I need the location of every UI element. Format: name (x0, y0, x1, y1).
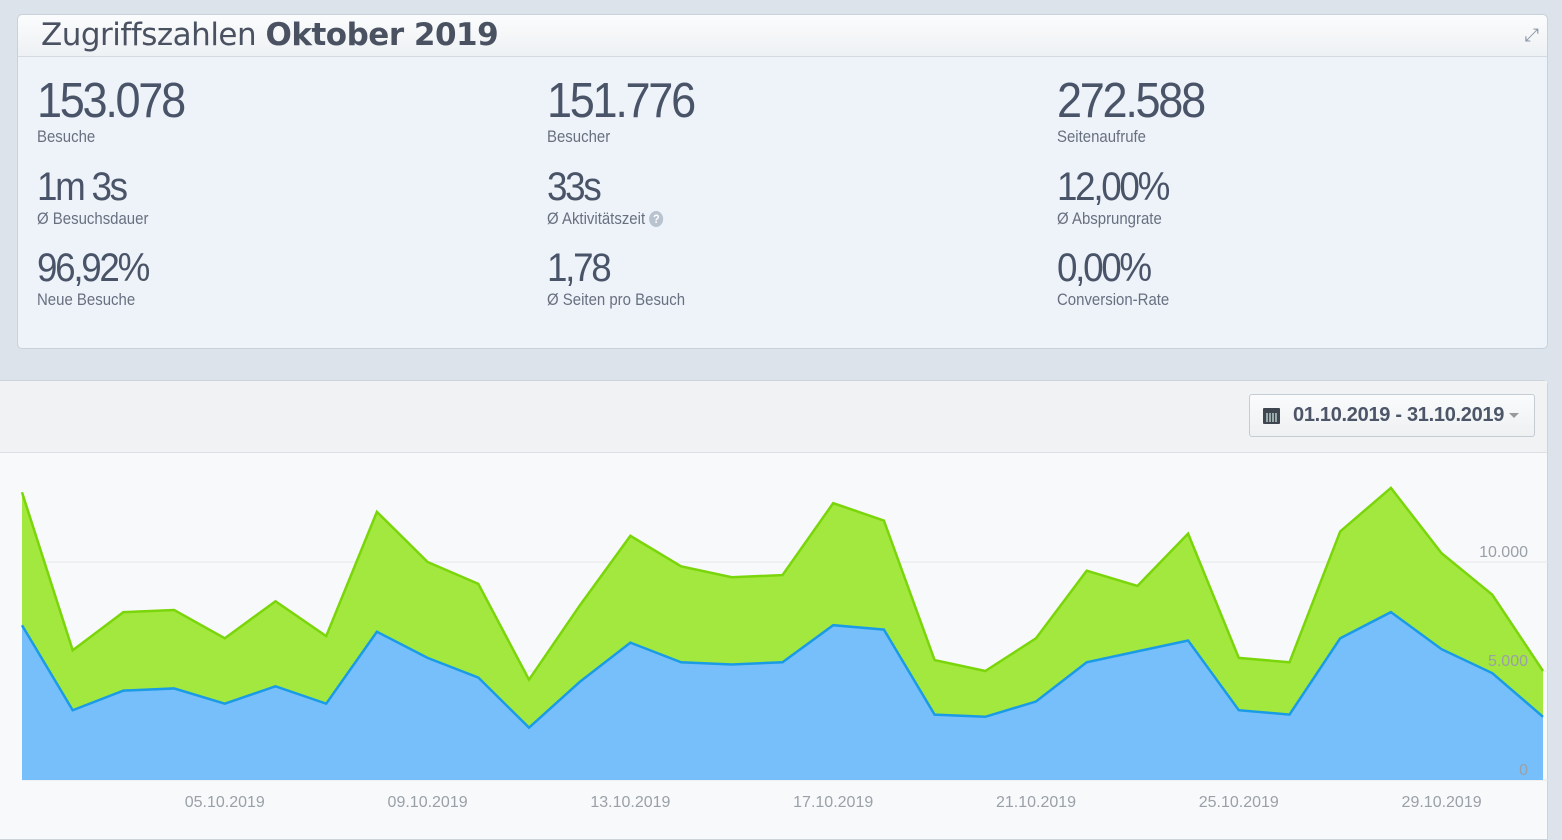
stat-activity-time: 33s Ø Aktivitätszeit ? (547, 165, 679, 229)
expand-icon[interactable]: ⤢ (1524, 25, 1539, 45)
line-seitenaufrufe (20, 486, 1545, 683)
stat-value: 153.078 (37, 74, 186, 128)
stat-bounce-rate: 12,00% Ø Absprungrate (1057, 165, 1178, 229)
stat-label-row: Ø Aktivitätszeit ? (547, 209, 664, 229)
page-title: Zugriffszahlen Oktober 2019 (41, 17, 499, 53)
date-range-picker[interactable]: 01.10.2019 - 31.10.2019 (1249, 394, 1535, 437)
title-period: Oktober 2019 (265, 17, 499, 53)
panel-header: Zugriffszahlen Oktober 2019 ⤢ (18, 15, 1547, 57)
y-tick-label: 5.000 (1488, 653, 1528, 670)
traffic-area-chart: 0 5.000 10.000 05.10.2019 09.10.2019 13.10.20… (20, 486, 1548, 811)
stat-label: Conversion-Rate (1057, 290, 1170, 309)
stat-value: 0,00% (1057, 246, 1152, 290)
stat-value: 272.588 (1057, 74, 1206, 128)
stat-label: Besuche (37, 127, 96, 146)
stat-label: Ø Besuchsdauer (37, 209, 149, 228)
calendar-icon (1263, 407, 1280, 424)
line-besuche (20, 610, 1544, 730)
x-tick-label: 21.10.2019 (996, 794, 1076, 811)
stat-visits: 153.078 Besuche (37, 75, 197, 147)
x-tick-label: 17.10.2019 (793, 794, 873, 811)
stat-label: Ø Aktivitätszeit (547, 209, 646, 228)
stat-value: 1m 3s (37, 165, 128, 209)
chevron-down-icon (1509, 413, 1520, 418)
y-tick-label: 0 (1519, 762, 1528, 779)
stat-pages-per-visit: 1,78 Ø Seiten pro Besuch (547, 246, 704, 310)
stat-new-visits: 96,92% Neue Besuche (37, 246, 158, 310)
stat-label: Besucher (547, 127, 611, 146)
summary-panel: Zugriffszahlen Oktober 2019 ⤢ 153.078 Bes… (17, 14, 1548, 349)
stat-value: 12,00% (1057, 165, 1170, 209)
stat-value: 1,78 (547, 246, 612, 290)
date-range-label: 01.10.2019 - 31.10.2019 (1293, 404, 1505, 426)
x-tick-label: 13.10.2019 (590, 794, 670, 811)
stat-label: Neue Besuche (37, 290, 136, 309)
area-besuche (22, 612, 1543, 780)
stat-value: 96,92% (37, 246, 150, 290)
stat-conversion-rate: 0,00% Conversion-Rate (1057, 246, 1185, 310)
help-icon[interactable]: ? (649, 211, 664, 227)
title-regular: Zugriffszahlen (41, 17, 257, 53)
chart-panel-header: 01.10.2019 - 31.10.2019 (0, 381, 1547, 453)
stat-label: Ø Seiten pro Besuch (547, 290, 686, 309)
x-tick-label: 05.10.2019 (185, 794, 265, 811)
y-tick-label: 10.000 (1479, 544, 1528, 561)
stat-pageviews: 272.588 Seitenaufrufe (1057, 75, 1217, 147)
x-tick-label: 29.10.2019 (1402, 794, 1482, 811)
x-tick-label: 09.10.2019 (388, 794, 468, 811)
stat-value: 33s (547, 165, 602, 209)
stat-label: Seitenaufrufe (1057, 127, 1147, 146)
x-tick-label: 25.10.2019 (1199, 794, 1279, 811)
stat-visit-duration: 1m 3s Ø Besuchsdauer (37, 165, 164, 229)
stat-visitors: 151.776 Besucher (547, 75, 707, 147)
stat-value: 151.776 (547, 74, 696, 128)
stat-label: Ø Absprungrate (1057, 209, 1162, 228)
